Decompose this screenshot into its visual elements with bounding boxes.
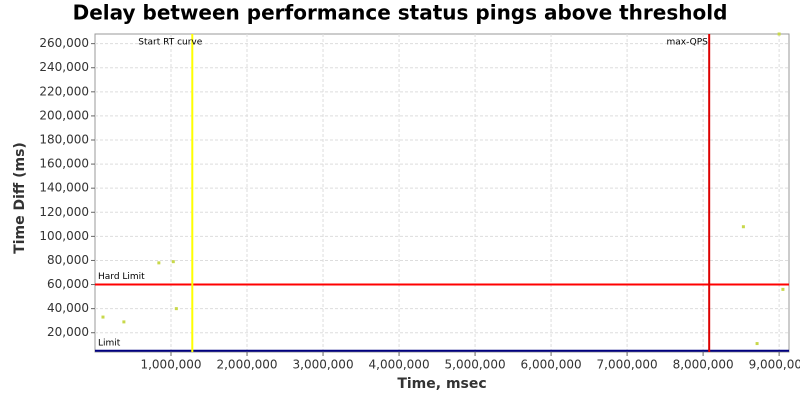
point <box>741 225 745 229</box>
y-tick-label: 220,000 <box>39 84 89 98</box>
point <box>781 287 785 291</box>
point <box>122 320 126 324</box>
y-tick-label: 40,000 <box>47 301 89 315</box>
point <box>174 307 178 311</box>
y-tick-label: 20,000 <box>47 325 89 339</box>
x-tick-label: 5,000,000 <box>445 358 506 372</box>
point <box>171 260 175 264</box>
threshold-label: Hard Limit <box>98 272 145 282</box>
y-tick-label: 200,000 <box>39 108 89 122</box>
point <box>777 32 781 36</box>
y-tick-label: 100,000 <box>39 229 89 243</box>
threshold-label: Limit <box>98 338 121 348</box>
x-axis-title: Time, msec <box>397 376 486 392</box>
x-tick-label: 8,000,000 <box>673 358 734 372</box>
point <box>101 315 105 319</box>
x-tick-label: 2,000,000 <box>216 358 277 372</box>
y-tick-label: 140,000 <box>39 181 89 195</box>
marker-label: Start RT curve <box>138 38 202 48</box>
y-axis-title: Time Diff (ms) <box>12 142 28 254</box>
y-tick-label: 80,000 <box>47 253 89 267</box>
y-tick-label: 60,000 <box>47 277 89 291</box>
x-tick-label: 3,000,000 <box>293 358 354 372</box>
x-tick-label: 9,000,000 <box>749 358 800 372</box>
x-tick-label: 4,000,000 <box>369 358 430 372</box>
y-tick-label: 240,000 <box>39 60 89 74</box>
chart-title: Delay between performance status pings a… <box>73 1 728 25</box>
x-tick-label: 6,000,000 <box>521 358 582 372</box>
x-tick-label: 7,000,000 <box>597 358 658 372</box>
plot-area <box>94 33 790 353</box>
marker-label: max-QPS <box>666 38 708 48</box>
y-tick-label: 120,000 <box>39 205 89 219</box>
point <box>755 342 759 346</box>
point <box>157 261 161 265</box>
y-tick-label: 260,000 <box>39 36 89 50</box>
y-tick-label: 160,000 <box>39 157 89 171</box>
y-tick-label: 180,000 <box>39 133 89 147</box>
x-tick-label: 1,000,000 <box>140 358 201 372</box>
